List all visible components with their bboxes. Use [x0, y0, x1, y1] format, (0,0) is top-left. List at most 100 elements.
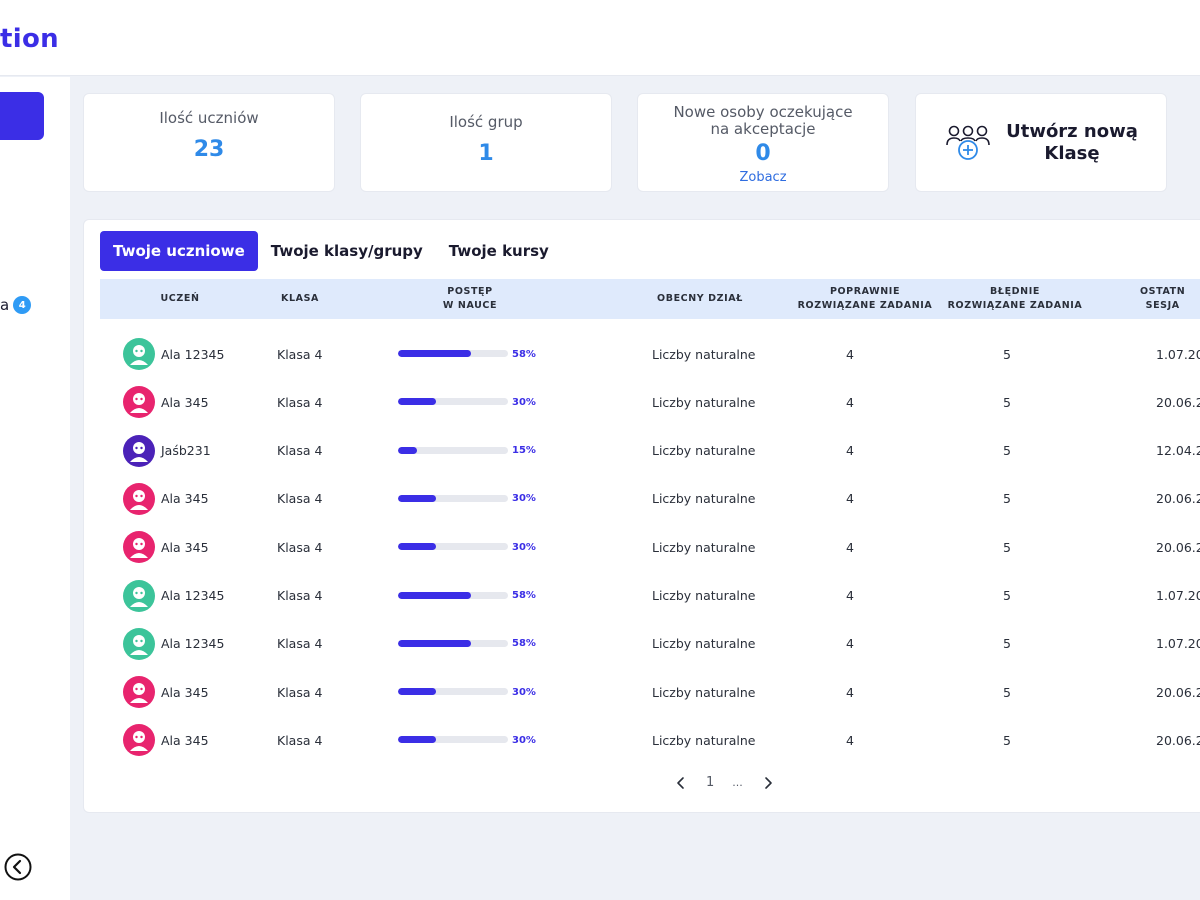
- student-name[interactable]: Ala 345: [161, 394, 209, 410]
- sidebar-item-label: a: [0, 296, 10, 314]
- last-session: 20.06.20: [1156, 684, 1200, 700]
- student-avatar-icon: [123, 386, 155, 419]
- student-name[interactable]: Ala 12345: [161, 636, 225, 652]
- app-logo[interactable]: tion: [0, 24, 59, 54]
- top-bar: tion: [0, 0, 1200, 76]
- correct-count: 4: [846, 636, 854, 652]
- table-row[interactable]: Ala 345 Klasa 4 30% Liczby naturalne 4 5 20.06…: [84, 378, 1200, 426]
- progress-bar-fill: [398, 688, 436, 696]
- current-section: Liczby naturalne: [652, 539, 756, 555]
- progress-bar-fill: [398, 736, 436, 744]
- student-class: Klasa 4: [277, 394, 323, 410]
- stat-label-line2: na akceptacje: [710, 120, 816, 138]
- pagination: 1 ...: [674, 775, 775, 790]
- progress-percent: 15%: [512, 445, 536, 457]
- table-row[interactable]: Ala 12345 Klasa 4 58% Liczby naturalne 4 5 1.0…: [84, 330, 1200, 378]
- table-row[interactable]: Ala 345 Klasa 4 30% Liczby naturalne 4 5 20.06…: [84, 523, 1200, 571]
- tab-courses[interactable]: Twoje kursy: [448, 242, 549, 260]
- progress-percent: 30%: [512, 541, 536, 553]
- col-header-section[interactable]: OBECNY DZIAŁ: [657, 293, 743, 304]
- student-class: Klasa 4: [277, 539, 323, 555]
- last-session: 20.06.20: [1156, 491, 1200, 507]
- progress-bar-fill: [398, 494, 436, 502]
- create-class-line2: Klasę: [1044, 142, 1100, 164]
- table-header: UCZEŃ KLASA POSTĘP W NAUCE OBECNY DZIAŁ P…: [100, 279, 1200, 319]
- stat-card-students: Ilość uczniów 23: [83, 93, 335, 192]
- col-header-student[interactable]: UCZEŃ: [160, 293, 200, 304]
- table-row[interactable]: Ala 345 Klasa 4 30% Liczby naturalne 4 5 20.06…: [84, 475, 1200, 523]
- student-class: Klasa 4: [277, 588, 323, 603]
- col-header-progress[interactable]: POSTĘP W NAUCE: [400, 279, 540, 319]
- col-header-wrong[interactable]: BŁĘDNIE ROZWIĄZANE ZADANIA: [940, 279, 1090, 319]
- student-name[interactable]: Ala 345: [161, 732, 209, 748]
- create-class-button[interactable]: Utwórz nową Klasę: [915, 93, 1167, 192]
- progress-bar-fill: [398, 543, 436, 551]
- wrong-count: 5: [1003, 732, 1011, 748]
- col-header-last-line1: OSTATN: [1140, 286, 1186, 297]
- last-session: 1.07.202: [1156, 346, 1200, 362]
- stat-label: Ilość grup: [449, 113, 523, 131]
- sidebar: a 4: [0, 77, 70, 900]
- progress-bar-fill: [398, 350, 472, 357]
- student-name[interactable]: Ala 12345: [161, 588, 225, 603]
- progress-bar: [398, 398, 508, 406]
- sidebar-item-badge: 4: [13, 296, 32, 314]
- progress-percent: 58%: [512, 638, 536, 650]
- tab-classes-groups[interactable]: Twoje klasy/grupy: [270, 242, 423, 260]
- progress-percent: 30%: [512, 686, 536, 698]
- see-pending-link[interactable]: Zobacz: [739, 170, 787, 185]
- stat-value: 0: [755, 141, 771, 166]
- current-section: Liczby naturalne: [652, 491, 756, 507]
- sidebar-active-item[interactable]: [0, 92, 44, 140]
- tab-students[interactable]: Twoje uczniowe: [100, 231, 258, 271]
- stat-value: 1: [478, 141, 494, 166]
- correct-count: 4: [846, 684, 854, 700]
- correct-count: 4: [846, 588, 854, 603]
- table-row[interactable]: Jaśb231 Klasa 4 15% Liczby naturalne 4 5 12.04…: [84, 427, 1200, 475]
- student-avatar-icon: [123, 338, 155, 370]
- col-header-class[interactable]: KLASA: [281, 293, 319, 304]
- last-session: 1.07.202: [1156, 588, 1200, 603]
- users-plus-icon: [946, 125, 990, 160]
- table-row[interactable]: Ala 345 Klasa 4 30% Liczby naturalne 4 5 20.06…: [84, 716, 1200, 764]
- progress-bar-fill: [398, 591, 472, 599]
- col-header-correct-line2: ROZWIĄZANE ZADANIA: [797, 300, 933, 311]
- table-row[interactable]: Ala 12345 Klasa 4 58% Liczby naturalne 4 5 1.0…: [84, 620, 1200, 668]
- collapse-sidebar-icon[interactable]: [4, 853, 32, 881]
- col-header-last-session[interactable]: OSTATN SESJA: [1140, 279, 1200, 319]
- stat-label-line1: Nowe osoby oczekujące: [673, 103, 853, 121]
- create-class-label: Utwórz nową Klasę: [1006, 121, 1138, 165]
- col-header-correct[interactable]: POPRAWNIE ROZWIĄZANE ZADANIA: [790, 279, 940, 319]
- sidebar-item-notifications[interactable]: a 4: [0, 296, 32, 314]
- wrong-count: 5: [1003, 394, 1011, 410]
- student-avatar-icon: [123, 676, 155, 709]
- student-name[interactable]: Ala 345: [161, 539, 209, 555]
- student-avatar-icon: [123, 627, 155, 660]
- progress-percent: 58%: [512, 590, 536, 601]
- stat-card-pending: Nowe osoby oczekujące na akceptacje 0 Zo…: [637, 93, 889, 192]
- student-name[interactable]: Jaśb231: [161, 443, 211, 459]
- chevron-left-icon[interactable]: [674, 776, 688, 790]
- student-class: Klasa 4: [277, 636, 323, 652]
- wrong-count: 5: [1003, 588, 1011, 603]
- page-number[interactable]: 1: [706, 775, 715, 790]
- progress-percent: 30%: [512, 734, 536, 746]
- correct-count: 4: [846, 346, 854, 362]
- correct-count: 4: [846, 539, 854, 555]
- progress-percent: 58%: [512, 348, 536, 360]
- wrong-count: 5: [1003, 443, 1011, 459]
- current-section: Liczby naturalne: [652, 636, 756, 652]
- student-name[interactable]: Ala 12345: [161, 346, 225, 362]
- progress-bar: [398, 350, 508, 357]
- create-class-line1: Utwórz nową: [1006, 120, 1138, 142]
- correct-count: 4: [846, 443, 854, 459]
- chevron-right-icon[interactable]: [761, 776, 775, 790]
- student-class: Klasa 4: [277, 346, 323, 362]
- last-session: 20.06.20: [1156, 732, 1200, 748]
- current-section: Liczby naturalne: [652, 443, 756, 459]
- table-row[interactable]: Ala 12345 Klasa 4 58% Liczby naturalne 4 5 1.0…: [84, 572, 1200, 620]
- student-name[interactable]: Ala 345: [161, 684, 209, 700]
- student-name[interactable]: Ala 345: [161, 491, 209, 507]
- student-class: Klasa 4: [277, 684, 323, 700]
- table-row[interactable]: Ala 345 Klasa 4 30% Liczby naturalne 4 5 20.06…: [84, 668, 1200, 716]
